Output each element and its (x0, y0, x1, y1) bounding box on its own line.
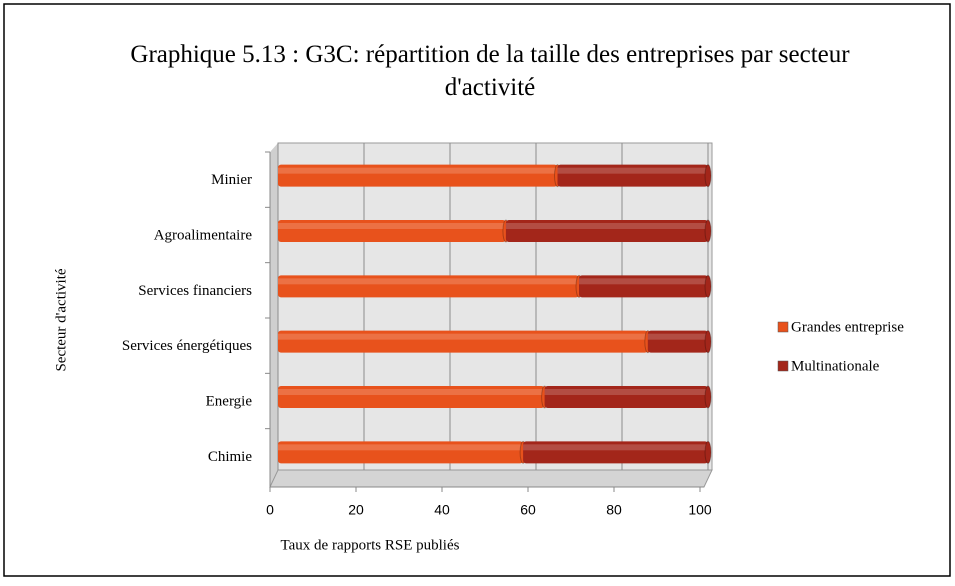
x-tick-label: 100 (688, 502, 712, 518)
side-wall (270, 143, 278, 487)
y-tick-label: Energie (206, 393, 253, 409)
bar (505, 220, 708, 242)
bar-cap (704, 219, 712, 243)
bar (278, 275, 579, 298)
bar-highlight (557, 167, 708, 174)
bar (579, 275, 708, 298)
y-tick-label: Agroalimentaire (154, 227, 253, 243)
bar-highlight (505, 223, 708, 229)
bar-cap (704, 440, 712, 464)
bar-cap (704, 385, 712, 409)
y-tick-label: Services énergétiques (122, 338, 252, 354)
y-tick-label: Services financiers (138, 283, 252, 299)
x-tick-label: 40 (434, 502, 450, 518)
legend-label: Grandes entreprise (791, 319, 904, 335)
bar-cap (704, 274, 712, 298)
x-tick-label: 20 (348, 502, 364, 518)
y-tick-label: Chimie (208, 449, 253, 465)
x-tick-label: 0 (266, 502, 274, 518)
bar (278, 164, 558, 187)
x-axis-label: Taux de rapports RSE publiés (281, 537, 460, 553)
bar-cap (704, 330, 712, 354)
bar-highlight (278, 444, 524, 451)
bar (544, 386, 708, 408)
bar (278, 330, 648, 353)
legend-swatch (777, 360, 789, 372)
bar-highlight (647, 333, 708, 340)
bar-highlight (523, 444, 708, 451)
y-axis-label: Secteur d'activité (53, 268, 69, 371)
bar-highlight (278, 223, 506, 229)
bar (278, 386, 545, 408)
bar (557, 164, 708, 187)
bar-highlight (278, 167, 558, 174)
bar (523, 441, 708, 464)
legend-label: Multinationale (791, 358, 880, 374)
bar-highlight (278, 333, 648, 340)
bar-highlight (278, 278, 579, 285)
floor (269, 469, 713, 488)
bar-cap (704, 164, 712, 188)
bar-highlight (544, 389, 708, 395)
chart-title: Graphique 5.13 : G3C: répartition de la … (130, 41, 850, 101)
y-tick-label: Minier (211, 172, 252, 188)
bar (647, 330, 708, 353)
x-tick-label: 60 (520, 502, 536, 518)
legend-swatch (777, 321, 789, 333)
bar (278, 441, 524, 464)
back-wall (277, 142, 713, 471)
x-tick-label: 80 (606, 502, 622, 518)
bar (278, 220, 506, 242)
bar-highlight (278, 389, 545, 395)
bar-highlight (579, 278, 708, 285)
